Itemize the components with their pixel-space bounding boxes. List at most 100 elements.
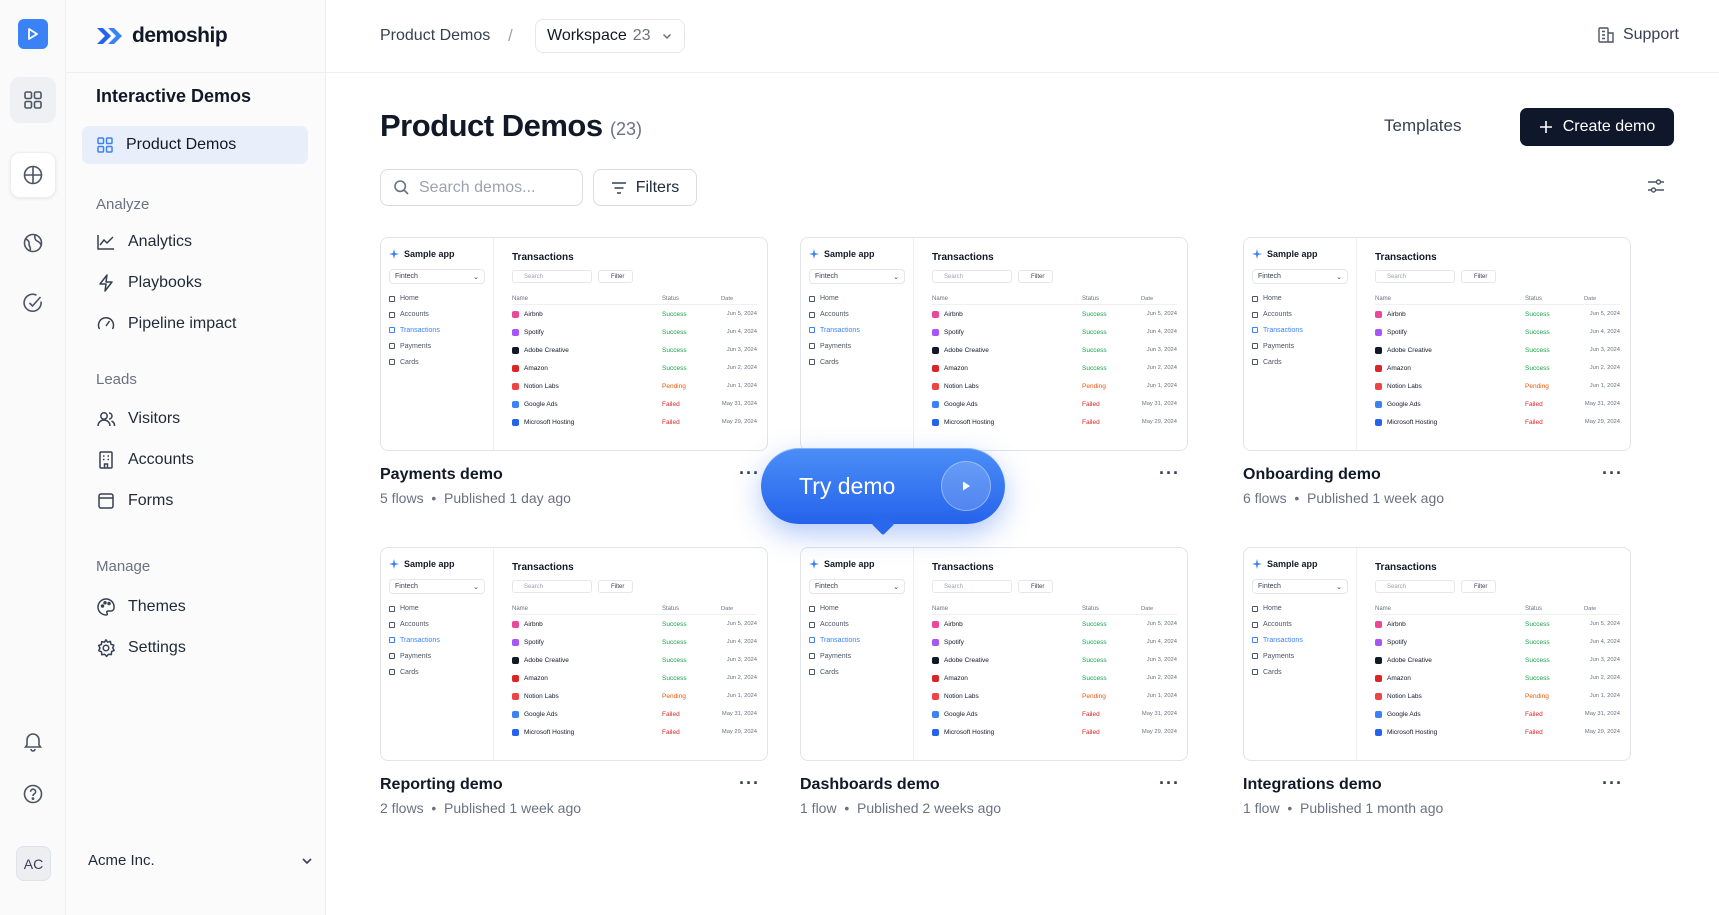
search-box[interactable] [380, 169, 583, 206]
demo-title[interactable]: Integrations demo [1243, 776, 1382, 793]
callout-pointer [871, 512, 895, 536]
workspace-selector[interactable]: Workspace 23 [535, 19, 685, 53]
mock-nav-item: Accounts [1252, 617, 1348, 633]
avatar[interactable]: AC [16, 846, 51, 881]
demo-title[interactable]: Dashboards demo [800, 776, 940, 793]
merchant-logo-icon [512, 346, 519, 354]
demo-thumbnail[interactable]: Sample app Fintech ⌄ Home Accounts Transact… [380, 237, 768, 451]
help-icon[interactable] [10, 771, 56, 817]
mock-merchant-name: Notion Labs [944, 692, 979, 700]
mock-cell-status: Success [662, 638, 687, 646]
view-settings-icon[interactable] [1647, 178, 1665, 199]
building-icon [1598, 27, 1614, 43]
mock-cell-status: Success [662, 674, 687, 682]
mock-cell-status: Success [662, 328, 687, 336]
sidebar-item-product-demos[interactable]: Product Demos [82, 126, 308, 164]
more-options-icon[interactable]: ··· [1159, 773, 1180, 793]
mock-table-row: Amazon Success Jun 2, 2024 [1375, 359, 1620, 377]
mock-cell-status: Success [1082, 620, 1107, 628]
demo-title[interactable]: Payments demo [380, 466, 503, 483]
sidebar-item-forms[interactable]: Forms [82, 482, 308, 520]
mock-main: Transactions Search Filter Name Status D… [914, 238, 1187, 450]
demos-grid-icon[interactable] [10, 77, 56, 123]
mock-table: Name Status Date Airbnb Success Jun 5, 202… [1365, 603, 1622, 741]
sidebar-item-accounts[interactable]: Accounts [82, 441, 308, 479]
mock-cell-date: Jun 5, 2024 [1589, 621, 1620, 627]
sidebar-item-playbooks[interactable]: Playbooks [82, 264, 308, 302]
org-switcher[interactable]: Acme Inc. [88, 852, 314, 869]
mock-cell-status: Success [1525, 656, 1550, 664]
more-options-icon[interactable]: ··· [739, 773, 760, 793]
sidebar-item-settings[interactable]: Settings [82, 629, 308, 667]
sidebar-item-themes[interactable]: Themes [82, 588, 308, 626]
mock-sidebar: Sample app Fintech ⌄ Home Accounts Transact… [381, 238, 494, 450]
mock-cell-name: Notion Labs [512, 382, 662, 390]
brand[interactable]: demoship [96, 22, 228, 50]
section-leads: Leads [96, 371, 137, 388]
mock-cell-name: Microsoft Hosting [1375, 728, 1525, 736]
mock-merchant-name: Google Ads [524, 710, 558, 718]
mock-nav-label: Transactions [820, 636, 860, 644]
demo-thumbnail[interactable]: Sample app Fintech ⌄ Home Accounts Transact… [800, 237, 1188, 451]
mock-nav: Home Accounts Transactions Payments Cards [809, 601, 905, 680]
bell-icon[interactable] [10, 718, 56, 764]
mock-merchant-name: Spotify [524, 638, 544, 646]
demo-title[interactable]: Onboarding demo [1243, 466, 1381, 483]
demo-thumbnail[interactable]: Sample app Fintech ⌄ Home Accounts Transact… [1243, 237, 1631, 451]
check-circle-icon[interactable] [10, 280, 56, 326]
sidebar-item-label: Product Demos [126, 136, 237, 153]
mock-cell-date: May 29, 2024 [721, 419, 757, 425]
templates-button[interactable]: Templates [1384, 116, 1462, 135]
merchant-logo-icon [932, 328, 939, 336]
icon-rail: AC [0, 0, 66, 915]
demo-thumbnail[interactable]: Sample app Fintech ⌄ Home Accounts Transact… [1243, 547, 1631, 761]
create-demo-button[interactable]: Create demo [1520, 108, 1674, 146]
mock-cell-name: Adobe Creative [1375, 656, 1525, 664]
mock-cell-date: Jun 2, 2024 [726, 675, 757, 681]
search-input[interactable] [419, 178, 569, 197]
mock-rows: Airbnb Success Jun 5, 2024 Spotify Success Ju… [512, 615, 757, 741]
mock-merchant-name: Airbnb [944, 620, 963, 628]
sidebar-item-analytics[interactable]: Analytics [82, 223, 308, 261]
mock-nav-item: Accounts [389, 617, 485, 633]
globe-icon[interactable] [10, 220, 56, 266]
mock-table-header: Name Status Date [1375, 293, 1620, 305]
mock-cell-name: Airbnb [1375, 620, 1525, 628]
demo-thumbnail[interactable]: Sample app Fintech ⌄ Home Accounts Transact… [380, 547, 768, 761]
sidebar-item-visitors[interactable]: Visitors [82, 400, 308, 438]
mock-cell-name: Microsoft Hosting [1375, 418, 1525, 426]
mock-toolbar: Search Filter [502, 270, 759, 283]
more-options-icon[interactable]: ··· [739, 463, 760, 483]
crosshair-icon[interactable] [10, 152, 56, 198]
mock-cell-date: May 31, 2024 [1584, 711, 1620, 717]
more-options-icon[interactable]: ··· [1602, 773, 1623, 793]
sidebar-item-label: Playbooks [128, 274, 202, 291]
mock-cell-date: Jun 2, 2024 [1146, 675, 1177, 681]
mock-cell-date: Jun 5, 2024 [1589, 311, 1620, 317]
mock-cell-date: Jun 5, 2024 [1146, 621, 1177, 627]
mock-select: Fintech ⌄ [389, 269, 485, 284]
more-options-icon[interactable]: ··· [1602, 463, 1623, 483]
mock-nav-icon [1252, 653, 1258, 660]
plus-icon [1539, 121, 1552, 133]
support-link[interactable]: Support [1597, 26, 1679, 44]
try-demo-button[interactable]: Try demo [761, 448, 1005, 536]
mock-nav-icon [389, 295, 395, 302]
mock-nav-label: Accounts [400, 311, 429, 319]
demo-published: Published 1 week ago [1307, 490, 1445, 506]
mock-cell-status: Success [1082, 656, 1107, 664]
app-logo-icon[interactable] [18, 19, 48, 49]
mock-cell-date: Jun 3, 2024 [1589, 657, 1620, 663]
filters-button[interactable]: Filters [593, 169, 697, 206]
demo-title[interactable]: Reporting demo [380, 776, 503, 793]
mock-nav-item: Transactions [1252, 323, 1348, 339]
palette-icon [97, 598, 115, 616]
sidebar-item-pipeline-impact[interactable]: Pipeline impact [82, 305, 308, 343]
more-options-icon[interactable]: ··· [1159, 463, 1180, 483]
breadcrumb-root[interactable]: Product Demos [380, 27, 491, 44]
demo-thumbnail[interactable]: Sample app Fintech ⌄ Home Accounts Transact… [800, 547, 1188, 761]
mock-app-label: Sample app [824, 559, 875, 569]
mock-nav-item: Transactions [809, 633, 905, 649]
demo-published: Published 1 month ago [1300, 800, 1444, 816]
mock-nav-item: Cards [809, 354, 905, 370]
